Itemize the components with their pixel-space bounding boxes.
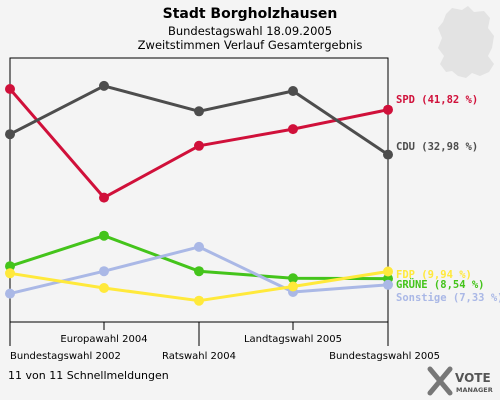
x-tick-label: Ratswahl 2004 <box>162 351 236 362</box>
data-point-grüne <box>5 261 15 272</box>
data-point-fdp <box>5 268 15 279</box>
data-point-sonstige <box>5 288 15 299</box>
data-point-fdp <box>99 283 109 293</box>
vote-manager-logo: VOTE MANAGER <box>427 366 493 396</box>
data-point-cdu <box>194 106 204 117</box>
data-point-sonstige <box>99 266 109 277</box>
series-label-sonstige: Sonstige (7,33 %) <box>396 292 500 304</box>
data-point-spd <box>99 192 109 203</box>
x-tick-label: Landtagswahl 2005 <box>244 334 342 345</box>
x-tick-label: Bundestagswahl 2005 <box>329 351 440 362</box>
footer-status: 11 von 11 Schnellmeldungen <box>8 369 169 382</box>
series-label-grüne: GRÜNE (8,54 %) <box>396 277 485 291</box>
logo-line-2: MANAGER <box>456 386 493 394</box>
data-point-spd <box>288 124 298 135</box>
series-label-cdu: CDU (32,98 %) <box>396 141 478 153</box>
data-point-sonstige <box>194 241 204 252</box>
data-point-cdu <box>383 149 393 160</box>
data-point-fdp <box>383 266 393 277</box>
data-point-spd <box>194 140 204 151</box>
data-point-spd <box>5 84 15 94</box>
logo-line-1: VOTE <box>455 371 491 385</box>
data-point-fdp <box>288 281 298 292</box>
data-point-grüne <box>288 273 298 284</box>
data-point-grüne <box>99 230 109 241</box>
logo-x-mark-icon <box>427 366 453 396</box>
chart-subtitle: Bundestagswahl 18.09.2005 <box>168 24 332 38</box>
data-point-cdu <box>288 86 298 96</box>
data-point-cdu <box>99 80 109 91</box>
data-point-grüne <box>194 266 204 277</box>
germany-map-icon <box>438 6 494 78</box>
chart-title: Stadt Borgholzhausen <box>163 6 338 22</box>
series-label-spd: SPD (41,82 %) <box>396 94 478 106</box>
x-tick-label: Europawahl 2004 <box>60 334 147 345</box>
data-point-fdp <box>194 295 204 306</box>
x-tick-label: Bundestagswahl 2002 <box>10 351 121 362</box>
data-point-spd <box>383 104 393 115</box>
data-point-sonstige <box>383 279 393 290</box>
data-point-cdu <box>5 129 15 140</box>
chart-subtitle-2: Zweitstimmen Verlauf Gesamtergebnis <box>138 38 363 52</box>
series-label-fdp: FDP (9,94 %) <box>396 269 472 281</box>
